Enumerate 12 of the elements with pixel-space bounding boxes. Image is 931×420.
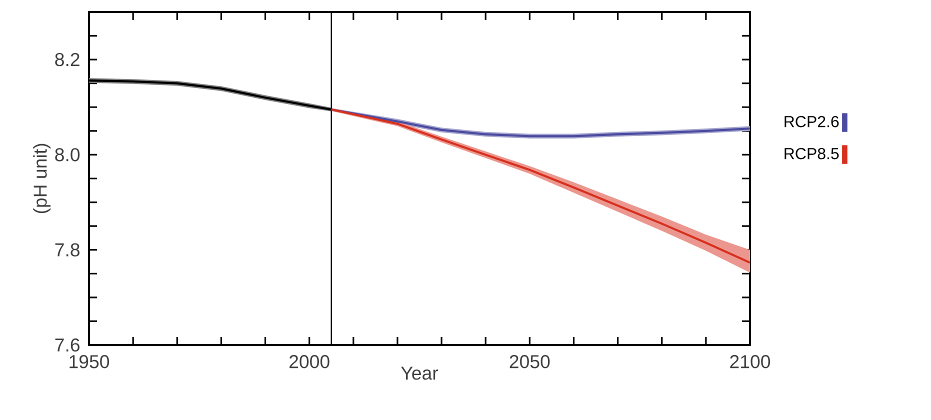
y-tick-label: 7.8 (55, 243, 80, 256)
y-tick-label: 8.2 (55, 52, 80, 66)
y-axis-title: (pH unit) (33, 144, 51, 214)
y-tick-label: 7.6 (55, 338, 80, 352)
x-tick-label: 1950 (70, 355, 110, 368)
x-tick-label: 2000 (290, 355, 330, 368)
text: RCP2.6 (784, 116, 839, 128)
x-tick-label: 2050 (510, 355, 550, 368)
text: RCP8.5 (784, 148, 839, 160)
x-tick-label: 2100 (730, 355, 770, 368)
x-axis-title: Year (401, 366, 438, 380)
y-tick-label: 8.0 (55, 148, 80, 162)
